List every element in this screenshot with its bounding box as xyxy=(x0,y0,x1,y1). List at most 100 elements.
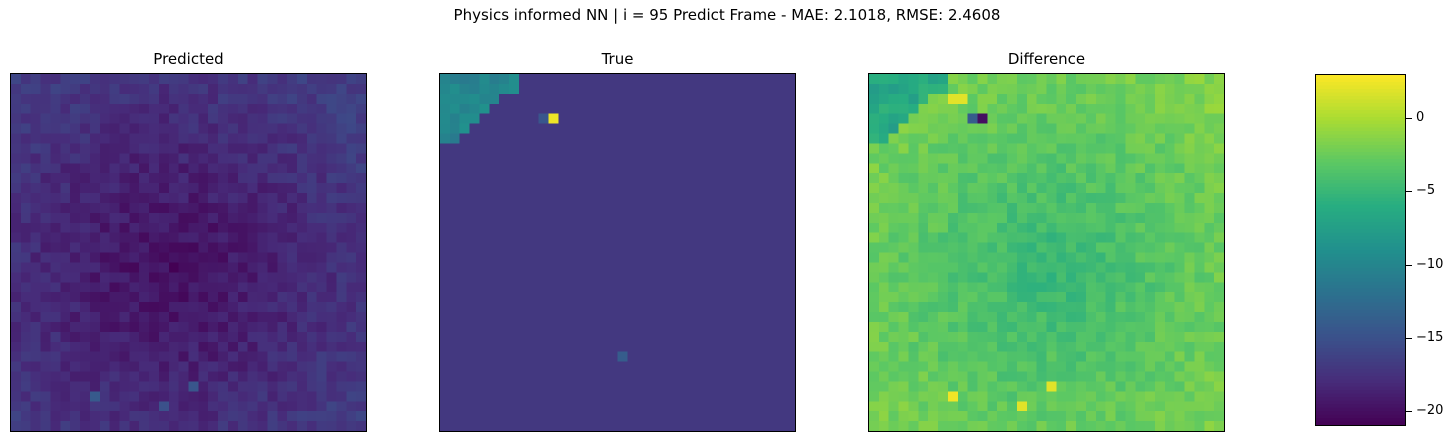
heatmap-cell xyxy=(80,371,91,382)
heatmap-cell xyxy=(178,351,189,362)
colorbar-band xyxy=(1316,309,1405,314)
heatmap-cell xyxy=(247,282,258,293)
heatmap-cell xyxy=(775,242,786,253)
heatmap-cell xyxy=(977,133,988,144)
heatmap-cell xyxy=(1076,411,1087,422)
heatmap-cell xyxy=(1135,222,1146,233)
heatmap-cell xyxy=(637,341,648,352)
heatmap-cell xyxy=(178,401,189,412)
heatmap-cell xyxy=(607,133,618,144)
heatmap-cell xyxy=(1046,401,1057,412)
heatmap-cell xyxy=(568,302,579,313)
heatmap-cell xyxy=(449,123,460,134)
heatmap-cell xyxy=(1026,212,1037,223)
heatmap-cell xyxy=(296,173,308,184)
heatmap-cell xyxy=(80,103,91,114)
heatmap-cell xyxy=(1007,242,1018,253)
heatmap-cell xyxy=(356,272,366,283)
heatmap-cell xyxy=(459,302,470,313)
heatmap-cell xyxy=(706,193,717,204)
heatmap-cell xyxy=(158,212,169,223)
heatmap-cell xyxy=(316,163,327,174)
heatmap-cell xyxy=(119,282,130,293)
heatmap-cell xyxy=(287,183,298,194)
heatmap-cell xyxy=(1007,371,1018,382)
heatmap-cell xyxy=(888,381,899,392)
heatmap-cell xyxy=(666,173,677,184)
heatmap-cell xyxy=(918,103,929,114)
heatmap-cell xyxy=(247,123,258,134)
heatmap-cell xyxy=(89,282,100,293)
heatmap-cell xyxy=(237,411,248,422)
heatmap-cell xyxy=(149,391,160,402)
heatmap-cell xyxy=(89,163,100,174)
heatmap-cell xyxy=(938,371,949,382)
heatmap-cell xyxy=(706,183,717,194)
colorbar-tick xyxy=(1406,118,1412,119)
heatmap-cell xyxy=(1036,232,1047,243)
heatmap-cell xyxy=(149,133,160,144)
heatmap-cell xyxy=(440,341,451,352)
heatmap-cell xyxy=(997,83,1008,95)
heatmap-cell xyxy=(158,361,169,372)
colorbar-band xyxy=(1316,376,1405,380)
heatmap-cell xyxy=(869,421,880,431)
colorbar-band xyxy=(1316,393,1405,398)
heatmap-cell xyxy=(356,113,366,124)
heatmap-cell xyxy=(99,163,110,174)
heatmap-cell xyxy=(967,242,978,253)
heatmap-cell xyxy=(119,421,130,431)
heatmap-cell xyxy=(1056,371,1067,382)
heatmap-cell xyxy=(50,232,61,243)
heatmap-cell xyxy=(1164,351,1175,362)
heatmap-cell xyxy=(538,123,549,134)
heatmap-cell xyxy=(908,103,919,114)
heatmap-cell xyxy=(139,282,150,293)
heatmap-cell xyxy=(99,292,110,303)
heatmap-cell xyxy=(1194,282,1205,293)
heatmap-cell xyxy=(237,232,248,243)
heatmap-cell xyxy=(1066,262,1077,273)
heatmap-cell xyxy=(316,411,327,422)
heatmap-cell xyxy=(287,113,298,124)
heatmap-cell xyxy=(287,381,298,392)
heatmap-cell xyxy=(1164,153,1175,164)
heatmap-cell xyxy=(287,232,298,243)
heatmap-cell xyxy=(1085,381,1097,392)
heatmap-cell xyxy=(676,351,687,362)
heatmap-cell xyxy=(267,312,278,323)
heatmap-cell xyxy=(188,113,199,124)
heatmap-cell xyxy=(198,193,209,204)
heatmap-cell xyxy=(326,381,337,392)
heatmap-cell xyxy=(888,411,899,422)
heatmap-cell xyxy=(469,292,480,303)
heatmap-cell xyxy=(735,282,746,293)
heatmap-cell xyxy=(1026,282,1037,293)
heatmap-cell xyxy=(1135,282,1146,293)
heatmap-cell xyxy=(755,331,766,342)
heatmap-cell xyxy=(1145,202,1156,214)
heatmap-cell xyxy=(459,153,470,164)
heatmap-cell xyxy=(1214,312,1224,323)
heatmap-cell xyxy=(627,272,638,283)
heatmap-cell xyxy=(40,371,51,382)
heatmap-cell xyxy=(109,133,120,144)
heatmap-cell xyxy=(449,262,460,273)
heatmap-cell xyxy=(587,272,598,283)
heatmap-cell xyxy=(745,262,756,273)
heatmap-cell xyxy=(725,351,737,362)
heatmap-cell xyxy=(109,143,120,154)
heatmap-cell xyxy=(1056,321,1067,333)
heatmap-cell xyxy=(947,391,958,402)
heatmap-cell xyxy=(1135,252,1146,263)
heatmap-cell xyxy=(656,242,668,253)
heatmap-cell xyxy=(617,272,628,283)
heatmap-cell xyxy=(548,103,559,114)
heatmap-cell xyxy=(218,351,229,362)
heatmap-cell xyxy=(1046,381,1057,392)
heatmap-cell xyxy=(70,173,81,184)
heatmap-cell xyxy=(1046,262,1057,273)
heatmap-cell xyxy=(287,351,298,362)
colorbar-band xyxy=(1316,414,1405,419)
heatmap-cell xyxy=(489,123,500,134)
